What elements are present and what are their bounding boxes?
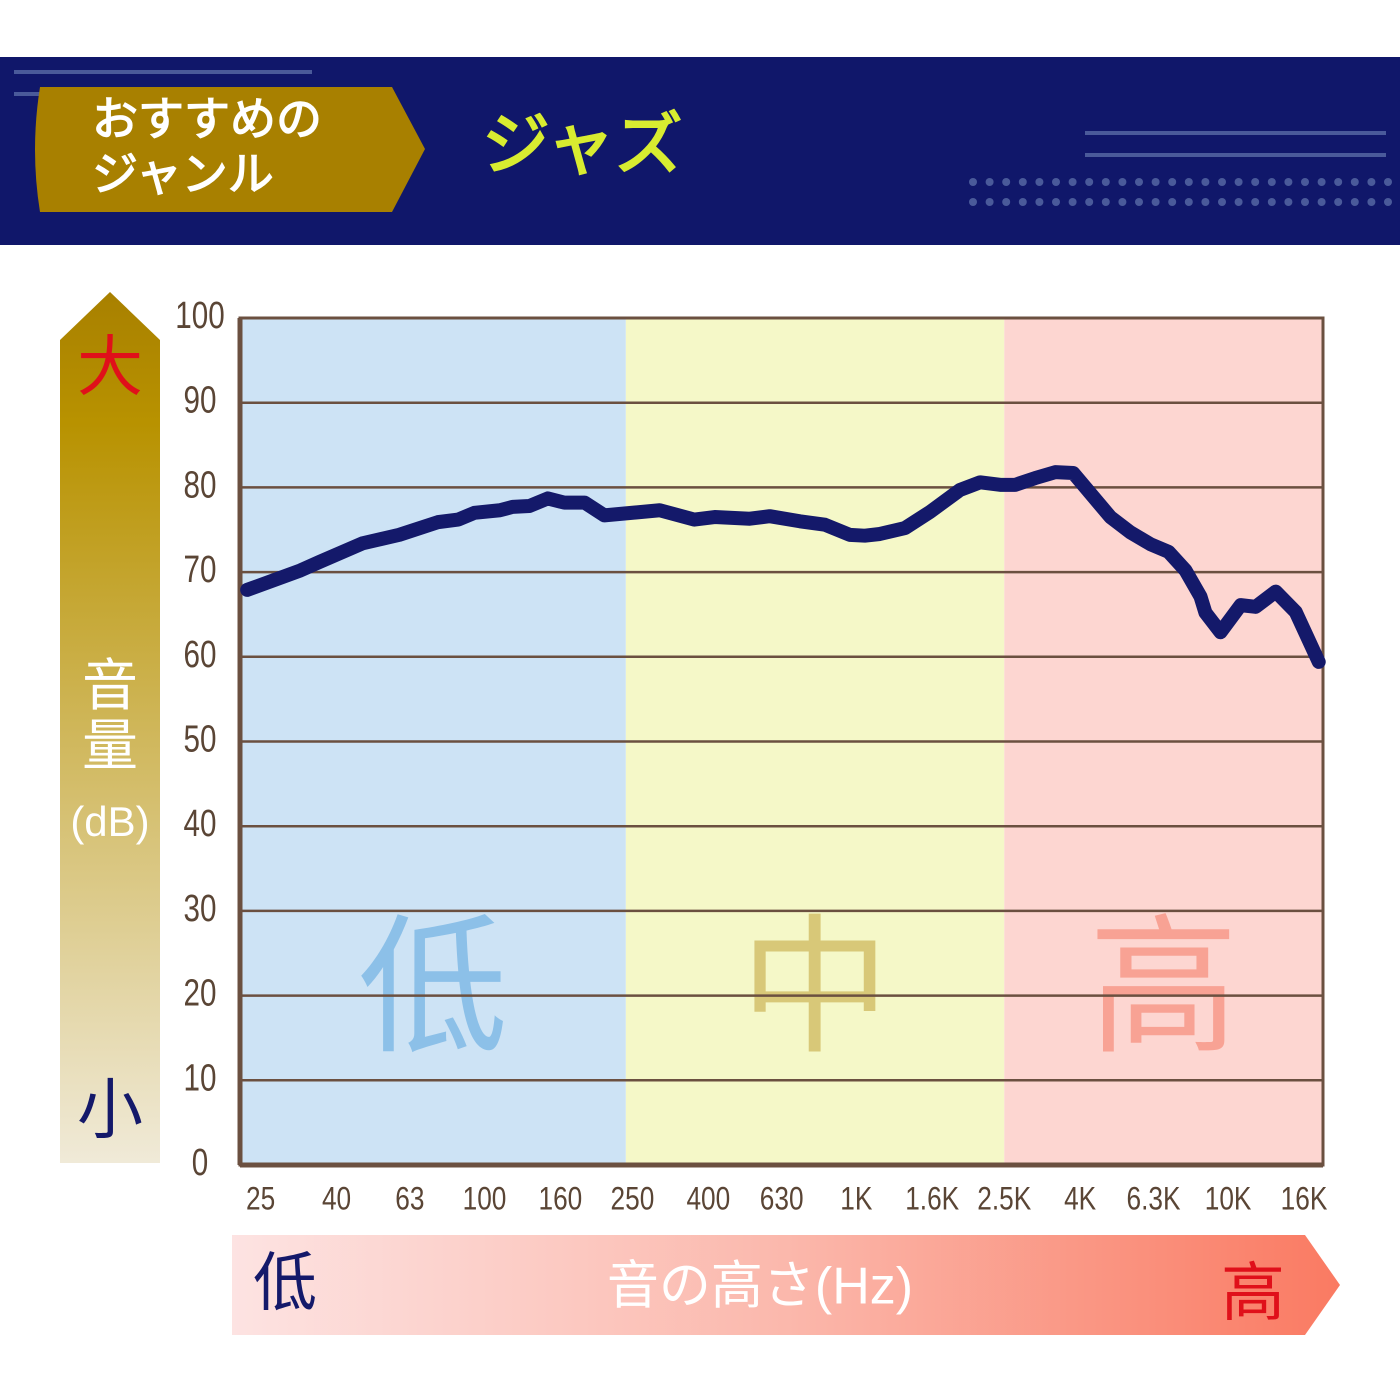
x-left: 低 <box>253 1247 317 1319</box>
y-tick-label: 60 <box>184 633 217 675</box>
y-label: (dB) <box>70 798 149 845</box>
dot <box>1234 198 1243 206</box>
y-tick-label: 70 <box>184 549 217 591</box>
x-label: 音の高さ(Hz) <box>607 1258 913 1316</box>
dot <box>1151 198 1160 206</box>
tag-line: おすすめの <box>92 93 322 145</box>
x-tick-label: 40 <box>322 1182 351 1217</box>
dot <box>1367 178 1376 186</box>
dot <box>1367 198 1376 206</box>
dot <box>1334 178 1343 186</box>
dot <box>969 198 977 206</box>
line <box>240 465 1326 669</box>
dot <box>1350 198 1359 206</box>
dot <box>1234 178 1243 186</box>
x-tick-label: 10K <box>1205 1182 1252 1217</box>
x-tick-label: 400 <box>686 1182 730 1217</box>
y-tick-label: 100 <box>175 295 224 337</box>
dot <box>1018 178 1027 186</box>
dot <box>1251 178 1260 186</box>
y-tick-label: 80 <box>184 464 217 506</box>
x-tick-label: 63 <box>395 1182 424 1217</box>
dot <box>1267 198 1276 206</box>
x-tick-label: 25 <box>246 1182 275 1217</box>
dot <box>1218 178 1226 186</box>
dot <box>1301 178 1309 186</box>
y-label: 音量 <box>82 654 138 777</box>
x-tick-label: 4K <box>1064 1182 1097 1217</box>
dot <box>1267 178 1276 186</box>
dot <box>1384 178 1392 186</box>
genre-tag <box>35 87 425 212</box>
dot <box>1135 178 1143 186</box>
plot: 低 中 高 0 10 20 30 40 50 60 70 80 90 100 25 40 63 100 160 250… <box>175 295 1327 1218</box>
x-tick-label: 100 <box>463 1182 507 1217</box>
x-tick-label: 160 <box>538 1182 582 1217</box>
dot <box>1135 198 1143 206</box>
pitch-arrow <box>232 1235 1340 1335</box>
dot <box>1284 178 1293 186</box>
dot <box>1035 198 1044 206</box>
dot <box>1118 198 1127 206</box>
dot <box>1184 178 1193 186</box>
volume-arrow <box>60 292 160 1163</box>
dot <box>1184 198 1193 206</box>
dot <box>985 178 994 186</box>
y-tick-label: 20 <box>184 972 217 1014</box>
dot <box>1052 178 1060 186</box>
dot <box>1317 178 1326 186</box>
dot <box>1168 198 1177 206</box>
dot <box>1201 178 1210 186</box>
dot <box>1002 198 1011 206</box>
dot <box>1168 178 1177 186</box>
x-tick-label: 2.5K <box>977 1182 1031 1217</box>
dot <box>1101 178 1110 186</box>
dot <box>1350 178 1359 186</box>
band-label: 高 <box>1089 904 1239 1072</box>
dot <box>1201 198 1210 206</box>
dot <box>1068 198 1077 206</box>
y-tick-label: 30 <box>184 887 217 929</box>
dot <box>1151 178 1160 186</box>
y-tick-label: 50 <box>184 718 217 760</box>
dot <box>969 178 977 186</box>
y-tick-label: 0 <box>192 1142 208 1184</box>
dot <box>1317 198 1326 206</box>
band-label: 低 <box>358 904 508 1072</box>
dot <box>1218 198 1226 206</box>
dot <box>1251 198 1260 206</box>
dot <box>1068 178 1077 186</box>
dot <box>1002 178 1011 186</box>
x-right: 高 <box>1221 1257 1285 1329</box>
x-tick-label: 630 <box>760 1182 804 1217</box>
y-tick-label: 40 <box>184 803 217 845</box>
dot <box>1035 178 1044 186</box>
dot <box>1284 198 1293 206</box>
x-tick-label: 6.3K <box>1127 1182 1181 1217</box>
dot <box>1085 198 1094 206</box>
dot <box>985 198 994 206</box>
x-tick-label: 1K <box>840 1182 873 1217</box>
y-tick-label: 10 <box>184 1057 217 1099</box>
dot <box>1301 198 1309 206</box>
y-bottom: 小 <box>77 1072 143 1146</box>
x-tick-label: 16K <box>1281 1182 1328 1217</box>
band-label: 中 <box>740 904 890 1072</box>
y-tick-label: 90 <box>184 379 217 421</box>
y-top: 大 <box>77 329 143 403</box>
dot <box>1334 198 1343 206</box>
dot <box>1085 178 1094 186</box>
dot <box>1118 178 1127 186</box>
dot <box>1052 198 1060 206</box>
dot <box>1384 198 1392 206</box>
tag-line: ジャンル <box>92 148 274 200</box>
dot <box>1018 198 1027 206</box>
x-tick-label: 1.6K <box>905 1182 959 1217</box>
dot <box>1101 198 1110 206</box>
x-tick-label: 250 <box>611 1182 655 1217</box>
header-dots <box>969 178 1392 206</box>
genre: ジャズ <box>482 107 683 183</box>
